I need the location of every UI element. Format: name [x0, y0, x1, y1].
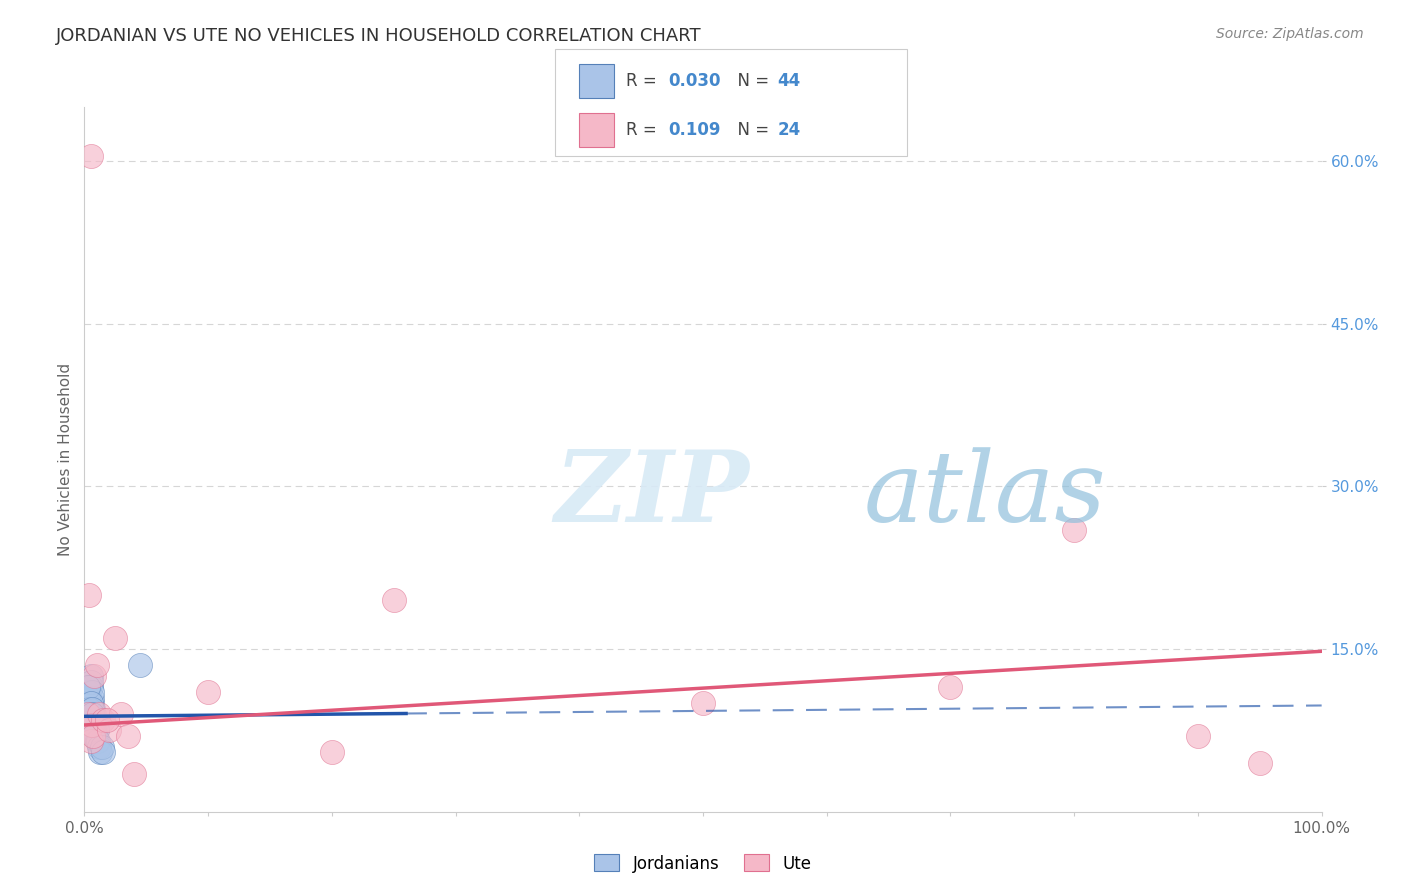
Point	[79, 149, 101, 163]
Point	[79, 734, 101, 748]
Point	[86, 718, 108, 732]
Point	[83, 707, 105, 722]
Point	[89, 739, 111, 754]
Point	[80, 702, 103, 716]
Point	[84, 718, 107, 732]
Legend: Jordanians, Ute: Jordanians, Ute	[588, 847, 818, 880]
Point	[98, 723, 121, 738]
Point	[80, 696, 103, 710]
Point	[86, 734, 108, 748]
Point	[129, 658, 152, 673]
Point	[122, 766, 145, 780]
Point	[86, 723, 108, 738]
Point	[79, 718, 101, 732]
Point	[84, 729, 107, 743]
Point	[692, 696, 714, 710]
Text: atlas: atlas	[863, 447, 1107, 542]
Point	[91, 745, 114, 759]
Point	[82, 718, 104, 732]
Point	[90, 739, 112, 754]
Text: 44: 44	[778, 72, 801, 90]
Point	[86, 658, 108, 673]
Point	[83, 713, 105, 727]
Point	[82, 702, 104, 716]
Point	[79, 707, 101, 722]
Text: R =: R =	[626, 121, 666, 139]
Point	[79, 674, 101, 689]
Point	[79, 588, 101, 602]
Point	[321, 745, 343, 759]
Text: R =: R =	[626, 72, 662, 90]
Point	[1249, 756, 1271, 770]
Point	[79, 680, 101, 694]
Point	[83, 669, 105, 683]
Point	[80, 690, 103, 705]
Point	[77, 690, 100, 705]
Text: N =: N =	[727, 72, 775, 90]
Point	[79, 707, 101, 722]
Point	[83, 729, 105, 743]
Point	[80, 713, 103, 727]
Point	[79, 669, 101, 683]
Text: N =: N =	[727, 121, 775, 139]
Point	[96, 713, 118, 727]
Point	[80, 685, 103, 699]
Point	[79, 702, 101, 716]
Point	[80, 707, 103, 722]
Point	[87, 734, 110, 748]
Text: ZIP: ZIP	[554, 446, 749, 543]
Text: JORDANIAN VS UTE NO VEHICLES IN HOUSEHOLD CORRELATION CHART: JORDANIAN VS UTE NO VEHICLES IN HOUSEHOL…	[56, 27, 702, 45]
Point	[104, 632, 127, 646]
Point	[79, 696, 101, 710]
Point	[91, 713, 114, 727]
Text: 0.030: 0.030	[668, 72, 720, 90]
Point	[939, 680, 962, 694]
Point	[84, 723, 107, 738]
Point	[82, 707, 104, 722]
Point	[77, 690, 100, 705]
Point	[1187, 729, 1209, 743]
Point	[84, 723, 107, 738]
Point	[197, 685, 219, 699]
Point	[89, 745, 111, 759]
Point	[77, 707, 100, 722]
Text: 0.109: 0.109	[668, 121, 720, 139]
Point	[117, 729, 139, 743]
Point	[82, 729, 104, 743]
Point	[80, 718, 103, 732]
Text: Source: ZipAtlas.com: Source: ZipAtlas.com	[1216, 27, 1364, 41]
Point	[1063, 523, 1085, 537]
Point	[83, 723, 105, 738]
Point	[86, 723, 108, 738]
Text: 24: 24	[778, 121, 801, 139]
Point	[83, 729, 105, 743]
Point	[382, 593, 405, 607]
Point	[110, 707, 132, 722]
Point	[77, 685, 100, 699]
Y-axis label: No Vehicles in Household: No Vehicles in Household	[58, 363, 73, 556]
Point	[79, 702, 101, 716]
Point	[89, 707, 111, 722]
Point	[79, 696, 101, 710]
Point	[82, 718, 104, 732]
Point	[77, 680, 100, 694]
Point	[82, 713, 104, 727]
